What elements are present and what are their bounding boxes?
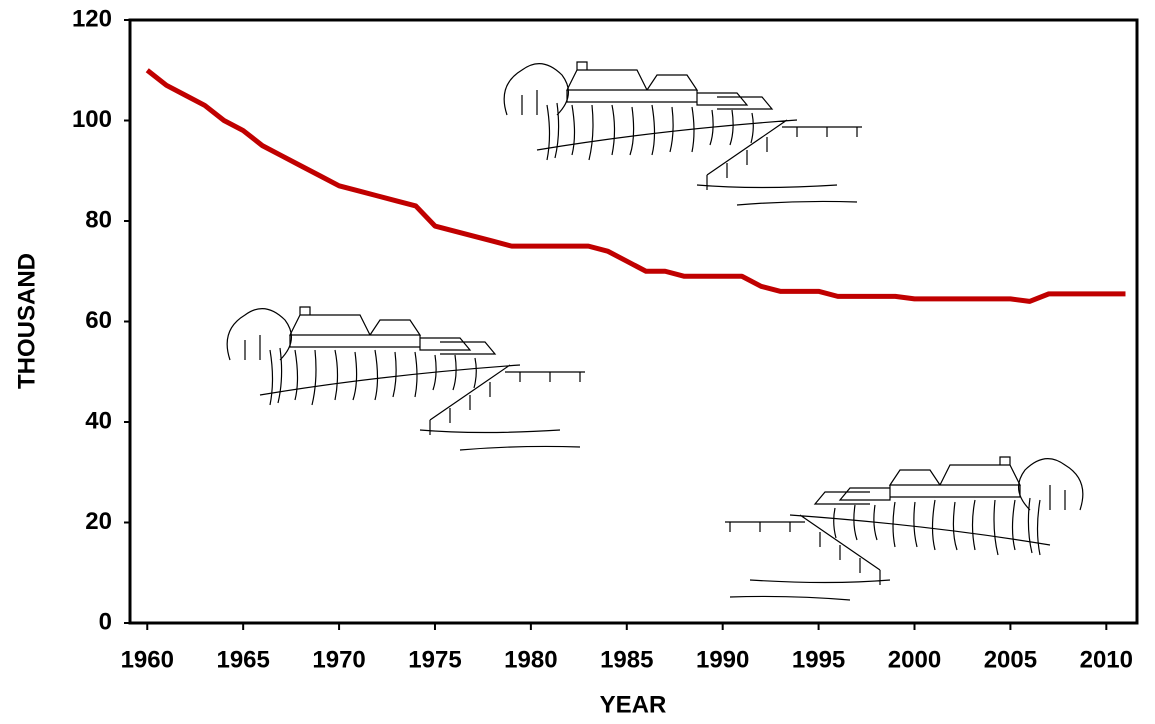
x-tick-label: 1975 (408, 646, 461, 673)
y-tick-label: 0 (99, 608, 112, 635)
x-tick-label: 1965 (216, 646, 269, 673)
x-tick-label: 1980 (504, 646, 557, 673)
x-tick-label: 2000 (888, 646, 941, 673)
farm-illustration (226, 306, 586, 451)
farm-illustration (724, 456, 1084, 601)
x-tick-label: 1995 (792, 646, 845, 673)
y-tick-label: 60 (85, 307, 112, 334)
x-tick-label: 1985 (600, 646, 653, 673)
x-tick-label: 1970 (312, 646, 365, 673)
x-tick-label: 2005 (984, 646, 1037, 673)
x-tick-label: 1960 (121, 646, 174, 673)
y-tick-label: 120 (72, 5, 112, 32)
x-tick-label: 1990 (696, 646, 749, 673)
y-tick-label: 80 (85, 206, 112, 233)
line (145, 68, 1126, 304)
x-tick-label: 2010 (1080, 646, 1133, 673)
farm-illustration (503, 61, 863, 206)
plot-frame (128, 18, 1139, 625)
x-axis-label: YEAR (600, 691, 667, 718)
y-tick-label: 100 (72, 106, 112, 133)
y-tick-label: 20 (85, 508, 112, 535)
y-tick-label: 40 (85, 407, 112, 434)
y-axis-label: THOUSAND (13, 253, 40, 389)
